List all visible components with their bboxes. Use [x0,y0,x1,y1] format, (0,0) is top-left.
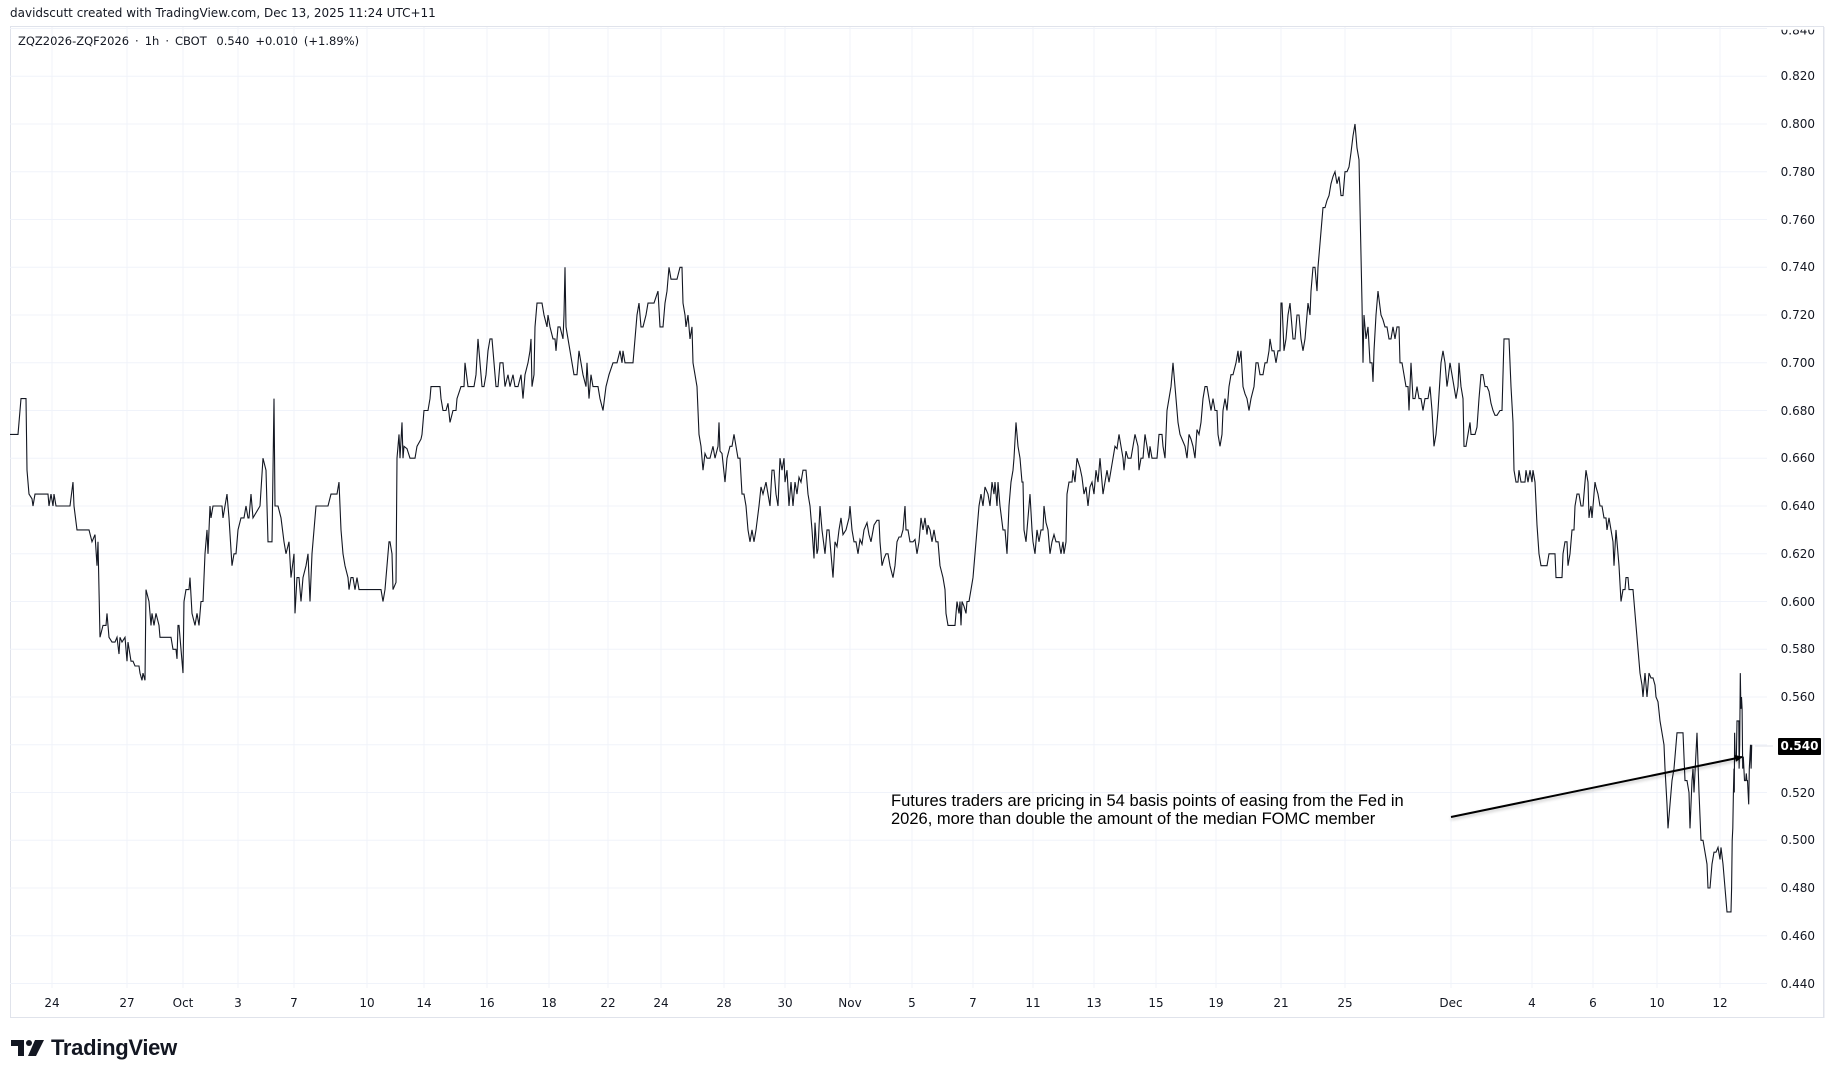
time-axis-label: 6 [1589,996,1597,1010]
price-axis-label: 0.460 [1780,928,1815,943]
price-line [10,123,1753,913]
price-axis-label: 0.680 [1780,403,1815,418]
chart-credit: davidscutt created with TradingView.com,… [10,6,436,20]
price-axis-label: 0.800 [1780,117,1815,131]
annotation-line-1: Futures traders are pricing in 54 basis … [891,792,1404,810]
price-axis-label: 0.580 [1780,642,1815,657]
legend-exchange: CBOT [174,34,207,48]
time-axis-label: 24 [653,996,669,1010]
time-axis-label: 3 [234,996,242,1010]
price-axis-label: 0.480 [1780,881,1815,895]
time-axis-label: 15 [1148,996,1164,1010]
legend-separator: · [135,34,139,48]
time-axis-label: 11 [1025,996,1041,1010]
price-axis-label: 0.600 [1780,594,1815,609]
time-axis-label: 7 [969,996,977,1010]
tradingview-logo[interactable]: TradingView [11,1035,177,1060]
time-axis-label: 19 [1208,996,1224,1010]
chart-legend[interactable]: ZQZ2026-ZQF2026 · 1h · CBOT 0.540 +0.010 (+1.8… [18,34,365,48]
price-axis-label: 0.740 [1780,260,1815,275]
price-axis-label: 0.700 [1780,355,1815,370]
annotation-text[interactable]: Futures traders are pricing in 54 basis … [891,792,1404,828]
time-axis-label: 18 [541,996,557,1010]
grid-lines [10,27,1767,988]
legend-change: +0.010 [255,34,298,48]
time-axis-label: 16 [479,996,495,1010]
time-axis-label: 7 [290,996,298,1010]
annotation-arrow [1450,754,1743,818]
price-axis-label: 0.780 [1780,164,1815,179]
time-axis-label: 22 [600,996,616,1010]
time-axis-label: 28 [716,996,732,1010]
time-axis-label: 10 [359,996,375,1010]
price-axis-label: 0.520 [1780,785,1815,800]
tradingview-logo-text: TradingView [51,1035,177,1060]
price-axis-label: 0.660 [1780,451,1815,466]
time-axis-label: 12 [1712,996,1728,1010]
time-axis-label: Oct [172,996,194,1010]
last-price-badge: 0.540 [1778,738,1821,755]
time-axis-label: 14 [416,996,432,1010]
legend-interval: 1h [144,34,160,48]
legend-symbol: ZQZ2026-ZQF2026 [18,34,130,48]
annotation-line-2: 2026, more than double the amount of the… [891,810,1376,828]
legend-separator: · [165,34,169,48]
price-axis-label: 0.640 [1780,499,1815,513]
time-axis-label: Nov [838,996,862,1010]
time-axis-label: 10 [1649,996,1665,1010]
price-axis-label: 0.560 [1780,690,1815,704]
price-axis-label: 0.500 [1780,833,1815,848]
price-axis-label: 0.720 [1780,308,1815,322]
time-axis-label: 25 [1337,996,1353,1010]
time-axis-label: 27 [119,996,135,1010]
time-axis-label: 30 [777,996,793,1010]
time-axis-label: 5 [908,996,916,1010]
legend-change-pct: (+1.89%) [303,34,360,48]
time-axis-label: 13 [1086,996,1102,1010]
time-axis-label: 21 [1273,996,1289,1010]
tradingview-logo-icon [11,1040,44,1056]
price-axis-label: 0.840 [1780,23,1815,38]
time-axis-label: Dec [1439,996,1463,1010]
legend-last-price: 0.540 [216,34,250,48]
time-axis-label: 4 [1528,996,1536,1010]
time-axis-label: 24 [44,996,60,1010]
price-axis-label: 0.820 [1780,69,1815,84]
price-axis-label: 0.620 [1780,546,1815,561]
price-axis-label: 0.760 [1780,212,1815,227]
price-axis-label: 0.440 [1780,976,1815,991]
